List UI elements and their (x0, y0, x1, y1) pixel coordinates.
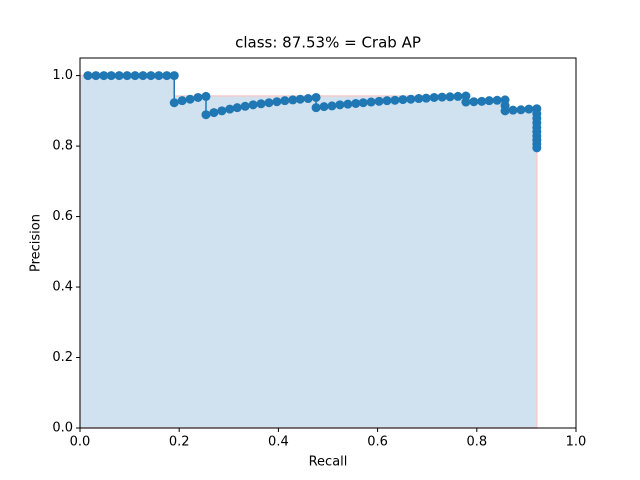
pr-point (209, 108, 219, 118)
plot-area (79, 71, 542, 429)
pr-point (414, 94, 424, 104)
pr-point (280, 96, 290, 106)
pr-point (169, 98, 179, 108)
x-axis-label: Recall (309, 455, 348, 470)
pr-point (453, 91, 463, 101)
pr-point (461, 97, 471, 107)
pr-point (311, 92, 321, 102)
pr-point (201, 91, 211, 101)
pr-point (492, 95, 502, 105)
pr-point (532, 143, 542, 153)
pr-point (295, 94, 305, 104)
y-tick-label: 0.8 (52, 139, 73, 154)
y-tick-label: 0.4 (52, 280, 73, 295)
pr-point (390, 95, 400, 105)
pr-point (406, 94, 416, 104)
pr-point (201, 110, 211, 120)
pr-point (138, 71, 148, 81)
pr-point (311, 103, 321, 113)
x-tick-label: 0.8 (466, 435, 487, 450)
pr-point (366, 97, 376, 107)
pr-point (421, 93, 431, 103)
pr-point (429, 92, 439, 102)
pr-point (319, 102, 329, 112)
pr-point (516, 105, 526, 115)
pr-point (437, 92, 447, 102)
pr-point (154, 71, 164, 81)
pr-point (130, 71, 140, 81)
pr-point (91, 71, 101, 81)
x-tick-label: 0.4 (268, 435, 289, 450)
pr-point (264, 98, 274, 108)
interpolated-area (79, 74, 538, 429)
pr-point (327, 101, 337, 111)
pr-point (272, 97, 282, 107)
y-axis-label: Precision (29, 214, 44, 272)
pr-point (177, 96, 187, 106)
pr-point (484, 96, 494, 106)
y-tick-label: 0.0 (52, 421, 73, 436)
pr-point (169, 71, 179, 81)
pr-point (114, 71, 124, 81)
pr-point (358, 98, 368, 108)
x-tick-label: 0.2 (169, 435, 190, 450)
y-tick-label: 1.0 (52, 68, 73, 83)
x-tick-label: 0.6 (367, 435, 388, 450)
pr-point (146, 71, 156, 81)
pr-point (248, 100, 258, 110)
pr-point (508, 105, 518, 115)
pr-point (351, 98, 361, 108)
pr-point (374, 96, 384, 106)
pr-point (217, 106, 227, 116)
pr-point (477, 96, 487, 106)
pr-point (288, 95, 298, 105)
pr-point (303, 94, 313, 104)
pr-point (122, 71, 132, 81)
pr-point (445, 92, 455, 102)
pr-point (99, 71, 109, 81)
pr-point (225, 104, 235, 114)
pr-point (469, 97, 479, 107)
pr-point (382, 96, 392, 106)
x-tick-label: 0.0 (70, 435, 91, 450)
axes-frame (79, 57, 577, 429)
pr-point (232, 103, 242, 113)
pr-point (240, 101, 250, 111)
pr-point (193, 92, 203, 102)
y-tick-label: 0.6 (52, 209, 73, 224)
pr-point (524, 104, 534, 114)
pr-point (500, 106, 510, 116)
pr-point (256, 99, 266, 109)
pr-point (106, 71, 116, 81)
pr-point (162, 71, 172, 81)
y-tick-label: 0.2 (52, 350, 73, 365)
x-tick-label: 1.0 (566, 435, 587, 450)
pr-point (83, 71, 93, 81)
pr-point (398, 95, 408, 105)
pr-point (335, 100, 345, 110)
pr-point (343, 99, 353, 109)
pr-point (185, 94, 195, 104)
chart-title: class: 87.53% = Crab AP (235, 34, 421, 52)
